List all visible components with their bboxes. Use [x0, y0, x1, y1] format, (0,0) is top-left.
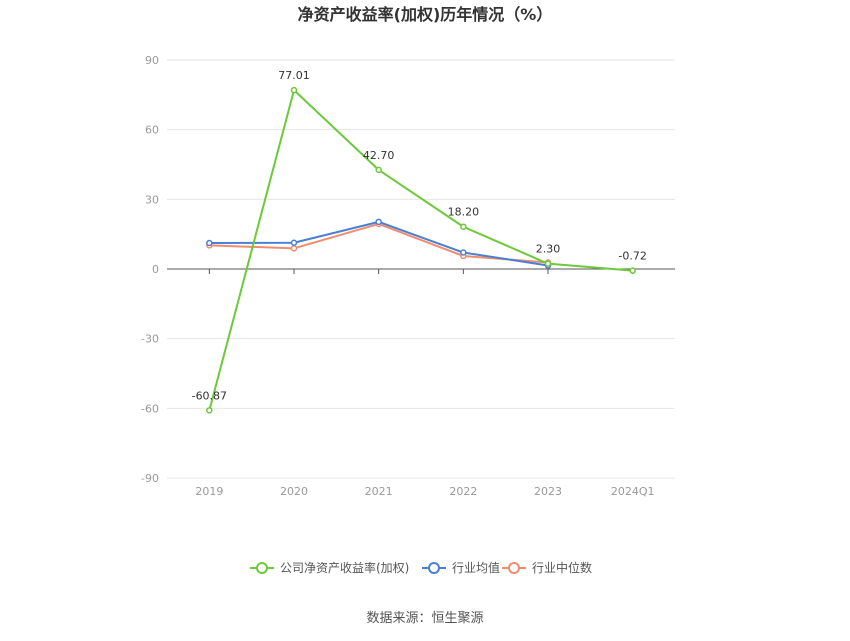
x-tick-label: 2024Q1 [611, 485, 655, 498]
x-tick-label: 2021 [365, 485, 393, 498]
y-tick-label: 90 [145, 54, 159, 67]
data-label: 42.70 [363, 149, 395, 162]
data-point [629, 267, 636, 274]
data-label: -0.72 [618, 250, 646, 263]
x-tick-label: 2019 [195, 485, 223, 498]
data-point [290, 245, 298, 252]
y-tick-label: 30 [145, 193, 159, 206]
legend-label: 公司净资产收益率(加权) [280, 560, 409, 575]
legend-swatch-marker [508, 562, 520, 574]
source-note: 数据来源：恒生聚源 [366, 611, 483, 626]
data-point [375, 166, 382, 174]
x-tick-label: 2022 [449, 485, 477, 498]
data-label-layer: -60.87 77.01 42.70 18.20 2.30 -0.72 [192, 69, 647, 402]
data-label: -60.87 [192, 389, 227, 402]
data-label: 77.01 [278, 69, 310, 82]
data-point [375, 218, 382, 226]
legend-swatch-marker [256, 562, 268, 574]
legend-swatch-marker [428, 562, 440, 574]
data-point [290, 86, 298, 94]
legend-label: 行业均值 [452, 560, 500, 575]
chart-title: 净资产收益率(加权)历年情况（%） [298, 5, 553, 24]
data-point [544, 260, 552, 267]
data-point [460, 249, 467, 256]
x-tick-label: 2020 [280, 485, 308, 498]
series-line [208, 89, 633, 411]
series-layer [206, 86, 636, 414]
data-point [206, 239, 213, 247]
y-tick-label: 60 [145, 124, 159, 137]
legend: 公司净资产收益率(加权) 行业均值 行业中位数 [250, 560, 592, 575]
data-point [290, 239, 298, 247]
y-tick-label: -30 [141, 333, 159, 346]
y-tick-label: -90 [141, 472, 159, 485]
data-point [460, 223, 467, 230]
y-tick-label: -60 [141, 402, 159, 415]
data-label: 18.20 [448, 206, 480, 219]
legend-label: 行业中位数 [532, 560, 592, 575]
data-label: 2.30 [536, 243, 561, 256]
axis-layer: 90 60 30 0 -30 -60 -90 2019 2020 2021 2022 2023 2024… [141, 54, 675, 498]
y-tick-label: 0 [152, 263, 159, 276]
data-point [206, 407, 213, 414]
x-tick-label: 2023 [534, 485, 562, 498]
